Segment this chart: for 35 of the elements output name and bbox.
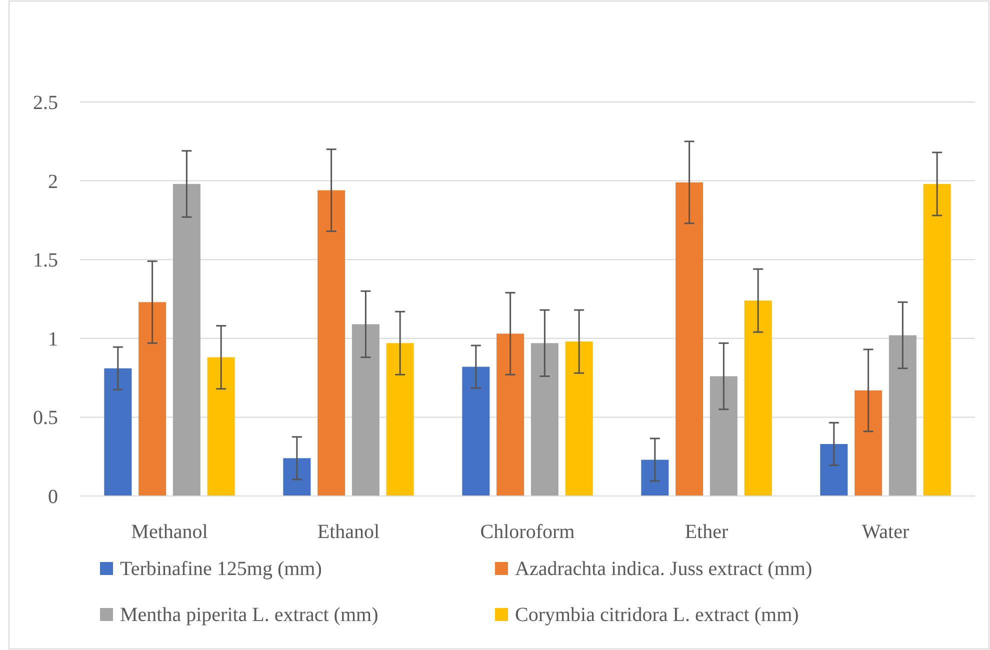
x-tick-label: Water	[862, 521, 910, 543]
bar	[496, 334, 524, 496]
bar	[744, 300, 772, 496]
y-tick-label: 0	[48, 486, 58, 508]
bar	[207, 357, 235, 496]
bar	[138, 302, 166, 496]
bar	[172, 184, 200, 496]
legend-label: Terbinafine 125mg (mm)	[120, 558, 322, 580]
y-tick-label: 1	[48, 328, 58, 350]
bar	[641, 460, 669, 496]
legend-label: Mentha piperita L. extract (mm)	[120, 604, 378, 626]
x-tick-label: Chloroform	[480, 521, 576, 543]
legend-label: Azadrachta indica. Juss extract (mm)	[515, 558, 812, 580]
legend-label: Corymbia citridora L. extract (mm)	[515, 604, 799, 626]
x-tick-label: Methanol	[131, 521, 208, 543]
x-tick-label: Ether	[684, 521, 728, 543]
bar	[710, 376, 738, 496]
bar	[462, 366, 490, 496]
bar	[676, 182, 704, 496]
bar	[820, 444, 848, 496]
y-tick-label: 0.5	[33, 407, 58, 430]
bar	[104, 368, 132, 496]
bar	[923, 184, 951, 496]
bar	[386, 343, 414, 496]
bar	[888, 335, 916, 496]
x-tick-label: Ethanol	[317, 521, 380, 543]
bar	[318, 190, 346, 496]
y-tick-label: 2	[48, 170, 58, 193]
bar	[565, 342, 593, 496]
bar	[352, 324, 380, 496]
y-tick-label: 1.5	[33, 250, 58, 272]
y-tick-label: 2.5	[33, 92, 58, 114]
bar	[854, 390, 882, 496]
bar	[530, 343, 558, 496]
bar	[283, 458, 311, 496]
